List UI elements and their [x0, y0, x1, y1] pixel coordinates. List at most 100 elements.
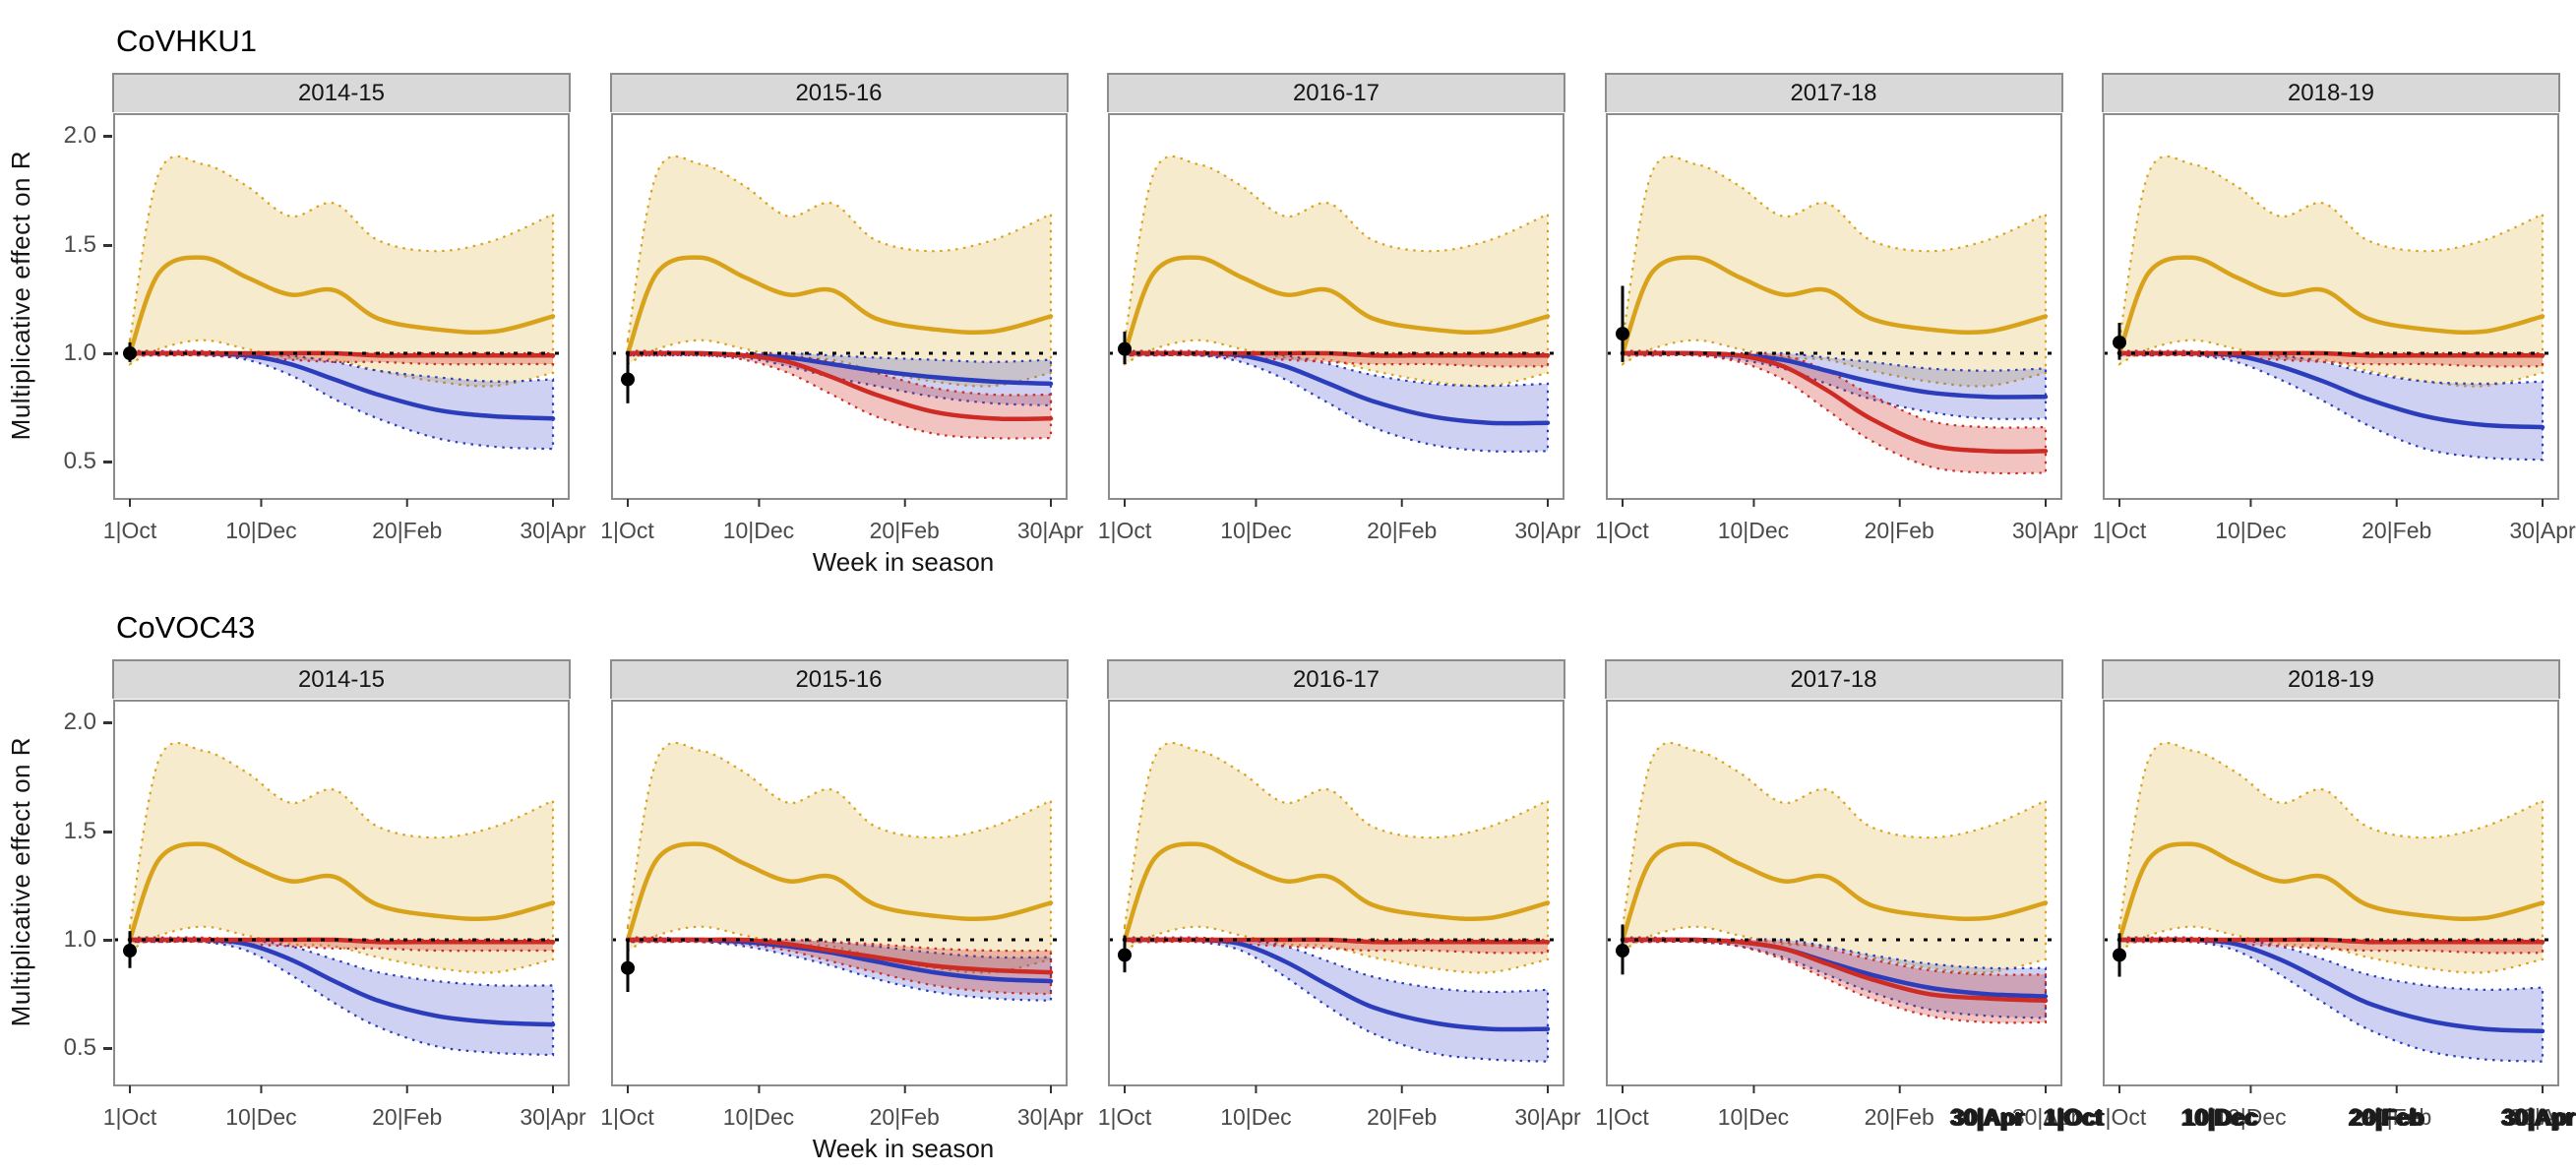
facet-strip: 2014-15: [112, 73, 571, 112]
x-tick-label: 20|Feb: [1367, 1104, 1438, 1130]
y-axis-title: Multiplicative effect on R: [0, 659, 41, 1104]
x-tick-label: 1|Oct: [2092, 1104, 2147, 1130]
x-tick-labels: 1|Oct 10|Dec 20|Feb 30|Apr: [1098, 1104, 1581, 1134]
x-tick-label: 30|Apr: [2011, 518, 2079, 543]
y-tick-label: 2.0: [63, 122, 96, 150]
facet-panel: 2018-19 1|Oct 10|Dec 20|Feb 30|Apr: [2093, 73, 2576, 547]
facet-plot: [610, 113, 1068, 507]
y-tick-label: 0.5: [63, 448, 96, 475]
facet-strip: 2017-18: [1604, 659, 2063, 699]
facet-strip-label: 2015-16: [795, 80, 883, 106]
y-axis: 0.5 1.0 1.5 2.0: [41, 659, 112, 1134]
y-tick-mark: [103, 461, 112, 464]
x-tick-label: 30|Apr: [2509, 1104, 2576, 1130]
x-tick-label: 10|Dec: [2215, 518, 2287, 543]
facet-panel: 2014-15 1|Oct 10|Dec 20|Feb 30|Apr: [103, 659, 586, 1134]
y-tick-mark: [103, 243, 112, 247]
y-tick-mark: [103, 938, 112, 942]
x-tick-label: 20|Feb: [2361, 518, 2432, 543]
x-axis-title: Week in season: [812, 1134, 995, 1163]
y-axis-title-text: Multiplicative effect on R: [5, 150, 35, 441]
x-tick-labels: 1|Oct 10|Dec 20|Feb 30|Apr: [1595, 518, 2078, 547]
chart-title: CoVOC43: [116, 610, 256, 645]
x-tick-labels: 1|Oct 10|Dec 20|Feb 30|Apr: [600, 1104, 1083, 1134]
y-tick-label: 1.5: [63, 817, 96, 844]
facet-strip-label: 2015-16: [795, 666, 883, 693]
y-tick-label: 1.0: [63, 925, 96, 953]
x-tick-label: 30|Apr: [520, 518, 586, 543]
x-tick-labels: 1|Oct 10|Dec 20|Feb 30|Apr: [1595, 1104, 2078, 1134]
x-tick-label: 20|Feb: [869, 518, 940, 543]
x-tick-label: 20|Feb: [1864, 1104, 1934, 1130]
x-tick-label: 30|Apr: [2011, 1104, 2079, 1130]
facet-strip-label: 2016-17: [1292, 666, 1380, 693]
x-tick-label: 1|Oct: [1595, 518, 1649, 543]
chart-area: Multiplicative effect on R 0.5 1.0 1.5 2.0 …: [0, 659, 2576, 1134]
y-axis-title: Multiplicative effect on R: [0, 73, 41, 518]
facet-plot: [1108, 700, 1564, 1093]
x-tick-label: 30|Apr: [1016, 1104, 1084, 1130]
x-tick-labels: 1|Oct 10|Dec 20|Feb 30|Apr: [103, 518, 586, 547]
y-tick-mark: [103, 351, 112, 355]
x-tick-label: 30|Apr: [520, 1104, 586, 1130]
x-tick-label: 1|Oct: [2092, 518, 2147, 543]
facet-plot: [1605, 113, 2062, 507]
facet-strip: 2014-15: [112, 659, 571, 699]
facet-plot: [610, 700, 1068, 1093]
y-axis-title-text: Multiplicative effect on R: [5, 736, 35, 1027]
x-tick-labels: 1|Oct 10|Dec 20|Feb 30|Apr: [600, 518, 1083, 547]
y-tick-label: 1.5: [63, 230, 96, 258]
x-tick-label: 1|Oct: [1097, 1104, 1152, 1130]
x-tick-label: 1|Oct: [1595, 1104, 1649, 1130]
x-tick-label: 20|Feb: [372, 518, 443, 543]
facet-strip: 2016-17: [1107, 73, 1565, 112]
facet-panel: 2018-19 1|Oct 10|Dec 20|Feb 30|Apr: [2093, 659, 2576, 1134]
x-tick-label: 10|Dec: [722, 1104, 795, 1130]
x-tick-label: 10|Dec: [225, 1104, 297, 1130]
facet-panel: 2015-16 1|Oct 10|Dec 20|Feb 30|Apr: [600, 659, 1083, 1134]
facet-strip: 2015-16: [609, 73, 1069, 112]
x-tick-label: 1|Oct: [600, 1104, 654, 1130]
facet-strip: 2017-18: [1604, 73, 2063, 112]
x-tick-label: 1|Oct: [102, 518, 157, 543]
facet-strip-label: 2017-18: [1790, 666, 1877, 693]
facet-plot: [1108, 113, 1564, 507]
x-tick-label: 30|Apr: [1514, 518, 1581, 543]
facet-panel: 2016-17 1|Oct 10|Dec 20|Feb 30|Apr: [1098, 73, 1581, 547]
y-tick-mark: [103, 1047, 112, 1051]
x-tick-label: 10|Dec: [1220, 518, 1292, 543]
facet-strip-label: 2018-19: [2287, 80, 2375, 106]
facet-plot: [2103, 113, 2559, 507]
facet-strip-label: 2018-19: [2287, 666, 2375, 693]
facet-plot: [1605, 700, 2062, 1093]
y-tick-mark: [103, 721, 112, 725]
x-tick-label: 10|Dec: [722, 518, 795, 543]
x-tick-label: 10|Dec: [225, 518, 297, 543]
chart-area: Multiplicative effect on R 0.5 1.0 1.5 2.0 …: [0, 73, 2576, 547]
facet-strip: 2016-17: [1107, 659, 1565, 699]
x-tick-label: 30|Apr: [2509, 518, 2576, 543]
x-tick-label: 20|Feb: [372, 1104, 443, 1130]
facet-panel: 2014-15 1|Oct 10|Dec 20|Feb 30|Apr: [103, 73, 586, 547]
y-tick-label: 0.5: [63, 1034, 96, 1062]
facet-strip-label: 2017-18: [1790, 80, 1877, 106]
chart-row-covhku1: CoVHKU1 Multiplicative effect on R 0.5 1.…: [0, 14, 2576, 581]
facet-panels: 2014-15 1|Oct 10|Dec 20|Feb 30|Apr 2015-16 1|O…: [103, 659, 2576, 1134]
y-tick-label: 2.0: [63, 709, 96, 736]
x-tick-label: 30|Apr: [1016, 518, 1084, 543]
y-tick-label: 1.0: [63, 339, 96, 366]
facet-strip-label: 2014-15: [297, 80, 386, 106]
x-tick-label: 1|Oct: [600, 518, 654, 543]
facet-strip: 2018-19: [2102, 73, 2560, 112]
facet-strip-label: 2016-17: [1292, 80, 1380, 106]
facet-plot: [113, 700, 570, 1093]
facet-strip: 2015-16: [609, 659, 1069, 699]
x-tick-label: 10|Dec: [1717, 1104, 1790, 1130]
x-tick-label: 20|Feb: [1864, 518, 1934, 543]
x-tick-label: 20|Feb: [2361, 1104, 2432, 1130]
facet-panel: 2015-16 1|Oct 10|Dec 20|Feb 30|Apr: [600, 73, 1083, 547]
x-tick-label: 10|Dec: [1717, 518, 1790, 543]
x-axis-title: Week in season: [812, 547, 995, 577]
x-tick-label: 20|Feb: [1367, 518, 1438, 543]
